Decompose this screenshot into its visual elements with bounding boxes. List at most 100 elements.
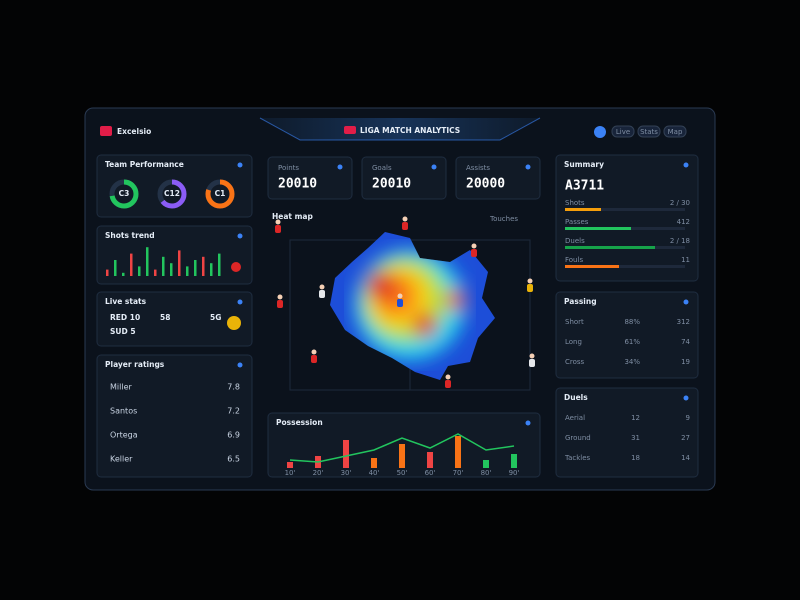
possession-category: 10': [285, 469, 296, 477]
summary-value: A3711: [565, 179, 604, 194]
header-button[interactable]: [663, 125, 687, 138]
player-body: [471, 249, 477, 257]
header-avatar[interactable]: [594, 126, 606, 138]
duels-cell: 9: [686, 414, 690, 422]
panel-title: Team Performance: [105, 160, 184, 169]
table-cell: Keller: [110, 455, 133, 464]
summary-bar: [565, 246, 655, 249]
trend-bar: [170, 263, 173, 276]
summary-label: Fouls: [565, 256, 583, 264]
panel-menu[interactable]: [237, 233, 243, 239]
trend-bar: [186, 266, 189, 276]
panel-title: Duels: [564, 393, 588, 402]
stats-cell: SUD 5: [110, 327, 136, 336]
brand-icon: [100, 126, 112, 136]
title-tab: [259, 117, 541, 141]
summary-track: [565, 208, 685, 211]
table-cell: 7.8: [227, 383, 240, 392]
panel: [96, 225, 253, 285]
header-button[interactable]: [611, 125, 635, 138]
player-head: [527, 278, 533, 284]
panel-menu[interactable]: [237, 299, 243, 305]
passing-cell: Long: [565, 338, 582, 346]
ring-label: C12: [164, 189, 180, 198]
passing-cell: Cross: [565, 358, 585, 366]
duels-cell: 31: [631, 434, 640, 442]
duels-cell: Aerial: [565, 414, 585, 422]
panel-title: Possession: [276, 418, 323, 427]
summary-row-value: 2 / 30: [670, 199, 690, 207]
ring: [109, 179, 139, 209]
header-button-label: Live: [616, 128, 630, 136]
passing-cell: 34%: [624, 358, 640, 366]
duels-cell: 27: [681, 434, 690, 442]
trend-bar: [106, 269, 109, 276]
duels-cell: 14: [681, 454, 690, 462]
trend-bar: [202, 256, 205, 276]
panel: [361, 156, 447, 200]
title-icon: [344, 126, 356, 134]
player-body: [275, 225, 281, 233]
possession-category: 70': [453, 469, 464, 477]
panel-menu[interactable]: [683, 395, 689, 401]
player-body: [527, 284, 533, 292]
player-head: [277, 294, 283, 300]
summary-row-value: 412: [677, 218, 690, 226]
summary-label: Shots: [565, 199, 585, 207]
player-body: [277, 300, 283, 308]
possession-bar: [287, 462, 293, 468]
panel-menu[interactable]: [525, 420, 531, 426]
panel-title: Passing: [564, 297, 597, 306]
passing-cell: 19: [681, 358, 690, 366]
kpi-value: 20010: [278, 177, 317, 192]
trend-bar: [162, 256, 165, 276]
panel-menu[interactable]: [431, 164, 437, 170]
panel-menu[interactable]: [683, 162, 689, 168]
trend-bar: [122, 272, 125, 276]
player-body: [445, 380, 451, 388]
panel-menu[interactable]: [525, 164, 531, 170]
panel-title: Player ratings: [105, 360, 165, 369]
passing-cell: 312: [677, 318, 690, 326]
summary-bar: [565, 208, 601, 211]
table-cell: 7.2: [227, 407, 240, 416]
possession-bar: [427, 452, 433, 468]
panel: [555, 154, 699, 282]
panel: [455, 156, 541, 200]
panel-menu[interactable]: [237, 362, 243, 368]
table-cell: Miller: [110, 383, 132, 392]
summary-label: Duels: [565, 237, 585, 245]
panel: [555, 387, 699, 478]
trend-bar: [194, 260, 197, 276]
player-body: [319, 290, 325, 298]
table-cell: 6.5: [227, 455, 240, 464]
possession-bar: [371, 458, 377, 468]
player-body: [311, 355, 317, 363]
ring: [205, 179, 235, 209]
trend-bar: [154, 269, 157, 276]
panel: [96, 354, 253, 478]
player-head: [397, 293, 403, 299]
summary-row-value: 2 / 18: [670, 237, 690, 245]
panel-menu[interactable]: [337, 164, 343, 170]
summary-bar: [565, 227, 631, 230]
player-head: [275, 219, 281, 225]
header-button[interactable]: [637, 125, 661, 138]
player-head: [471, 243, 477, 249]
summary-row-value: 11: [681, 256, 690, 264]
possession-bar: [511, 454, 517, 468]
player-head: [311, 349, 317, 355]
possession-category: 20': [313, 469, 324, 477]
ring: [157, 179, 187, 209]
panel-menu[interactable]: [683, 299, 689, 305]
passing-cell: 74: [681, 338, 690, 346]
passing-cell: 61%: [624, 338, 640, 346]
kpi-value: 20000: [466, 177, 505, 192]
summary-track: [565, 265, 685, 268]
player-head: [319, 284, 325, 290]
table-cell: 6.9: [227, 431, 240, 440]
possession-category: 40': [369, 469, 380, 477]
panel-menu[interactable]: [237, 162, 243, 168]
possession-bar: [483, 460, 489, 468]
